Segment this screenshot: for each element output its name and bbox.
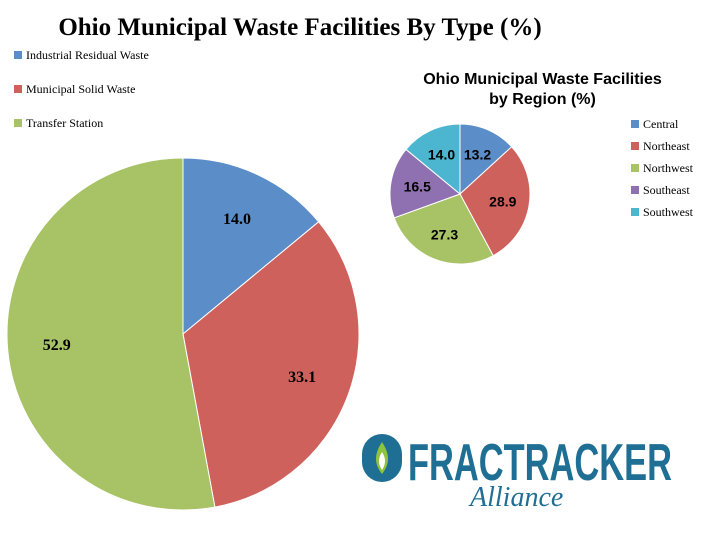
region-legend-label: Northeast — [643, 139, 690, 153]
region-legend-swatch — [631, 208, 639, 216]
region-slice — [393, 193, 494, 265]
type-slice — [182, 221, 360, 508]
type-legend-label: Municipal Solid Waste — [26, 82, 136, 96]
region-legend-label: Southwest — [643, 205, 694, 219]
region-slice — [405, 123, 461, 196]
region-legend-label: Southeast — [643, 183, 690, 197]
region-chart-title-line2: by Region (%) — [489, 91, 596, 108]
type-data-label: 14.0 — [223, 211, 251, 228]
type-slice — [182, 157, 320, 336]
region-legend-swatch — [631, 164, 639, 172]
region-data-label: 28.9 — [489, 193, 516, 209]
region-slice — [459, 146, 531, 257]
type-data-label: 33.1 — [288, 369, 316, 386]
region-legend-label: Central — [643, 117, 679, 131]
region-data-label: 16.5 — [404, 179, 431, 195]
region-legend-label: Northwest — [643, 161, 693, 175]
region-data-label: 14.0 — [428, 147, 455, 163]
type-legend-swatch — [14, 119, 22, 127]
region-legend-swatch — [631, 142, 639, 150]
logo-wordmark: FRACTRACKER — [408, 434, 672, 492]
type-legend-label: Transfer Station — [26, 116, 104, 130]
type-data-label: 52.9 — [43, 337, 71, 354]
region-data-label: 13.2 — [464, 146, 491, 162]
logo-script-text: Alliance — [468, 482, 563, 510]
region-slice — [459, 123, 513, 196]
type-chart-title: Ohio Municipal Waste Facilities By Type … — [58, 14, 542, 41]
type-legend-swatch — [14, 51, 22, 59]
type-legend-swatch — [14, 85, 22, 93]
region-legend-swatch — [631, 120, 639, 128]
type-slice — [6, 157, 216, 511]
region-legend-swatch — [631, 186, 639, 194]
logo-mark-icon — [362, 434, 402, 482]
region-data-label: 27.3 — [431, 227, 458, 243]
region-chart-title-line1: Ohio Municipal Waste Facilities — [423, 71, 662, 88]
type-legend-label: Industrial Residual Waste — [26, 48, 149, 62]
region-chart-title: Ohio Municipal Waste Facilities by Regio… — [400, 70, 685, 110]
region-slice — [389, 148, 461, 219]
fractracker-logo: FRACTRACKER Alliance — [362, 434, 672, 510]
